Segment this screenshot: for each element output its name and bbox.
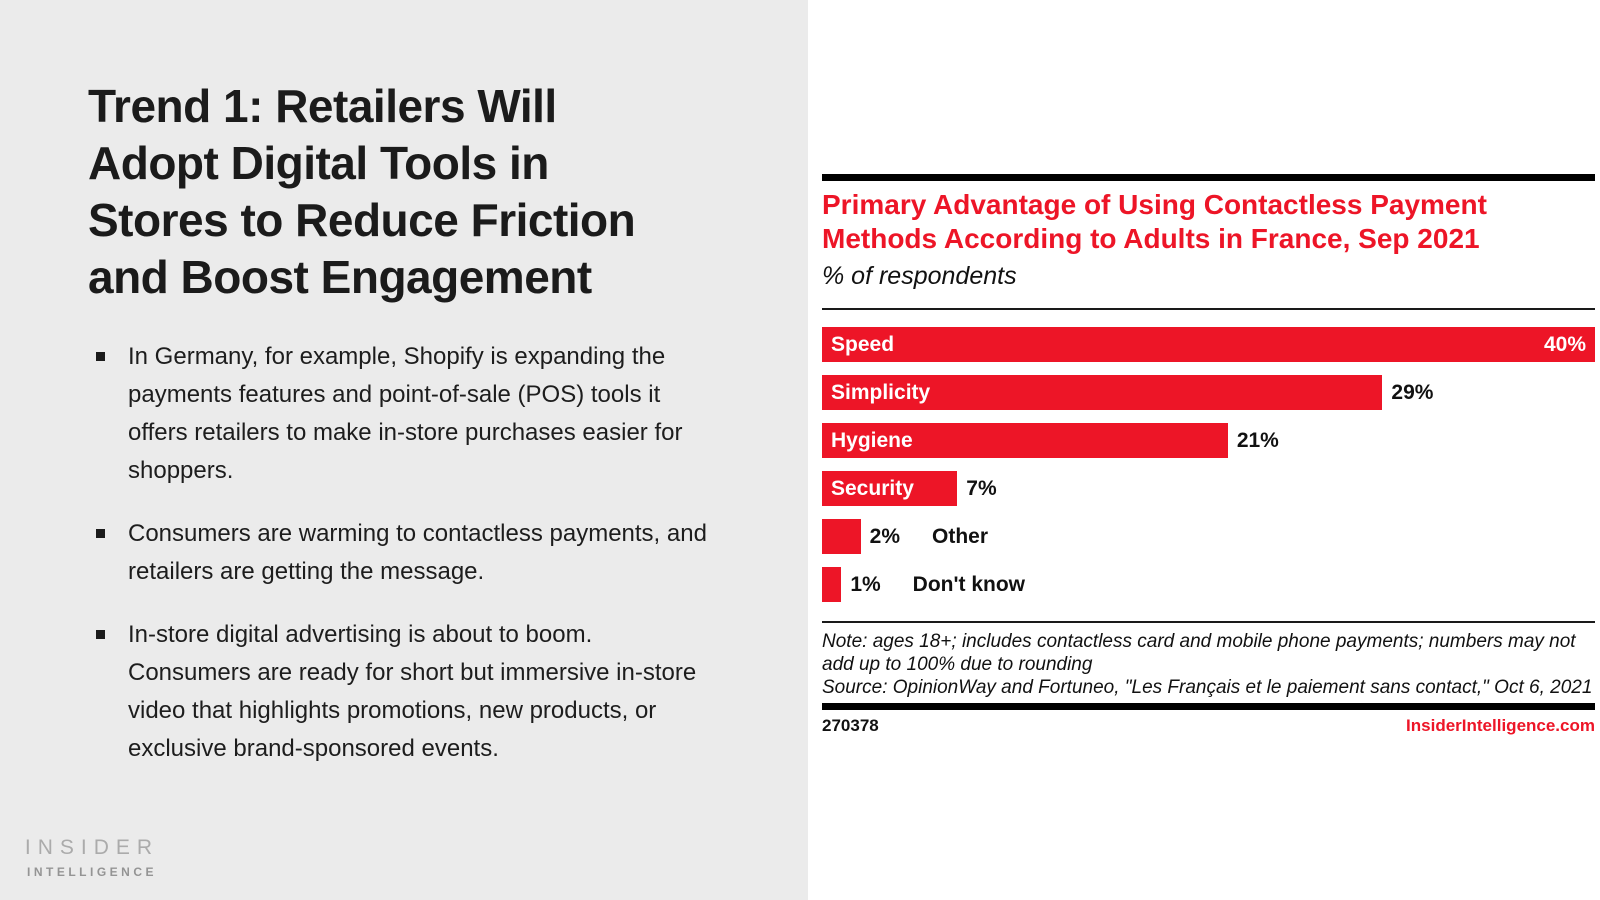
bar-value-label: 40% <box>1543 332 1586 356</box>
bar-don-t-know <box>822 567 842 602</box>
bar-row: Security 7% <box>822 471 1595 506</box>
bar-category-label: Speed <box>831 332 895 356</box>
chart-footer: 270378 InsiderIntelligence.com <box>822 716 1595 736</box>
chart-bottom-rule <box>822 703 1595 710</box>
bar-category-label: Simplicity <box>831 380 931 404</box>
logo-intelligence-text: INTELLIGENCE <box>26 865 157 879</box>
bullet-list: In Germany, for example, Shopify is expa… <box>96 338 716 793</box>
slide-title-line: Adopt Digital Tools in <box>88 137 549 189</box>
chart-title-line: Primary Advantage of Using Contactless P… <box>822 189 1487 220</box>
bar-simplicity: Simplicity <box>822 375 1383 410</box>
bullet-square-icon <box>96 630 105 639</box>
bar-chart: Speed 40% Simplicity 29% Hygiene 21% Security 7… <box>822 327 1595 602</box>
slide-title-line: Stores to Reduce Friction <box>88 194 636 246</box>
bar-value-label: 29% <box>1391 380 1434 404</box>
bar-row: 1% Don't know <box>822 567 1595 602</box>
bar-row: 2% Other <box>822 519 1595 554</box>
chart-title-line: Methods According to Adults in France, S… <box>822 223 1480 254</box>
bar-value-label: 21% <box>1236 428 1279 452</box>
insider-intelligence-link[interactable]: InsiderIntelligence.com <box>1406 716 1595 735</box>
bar-category-label: Don't know <box>912 572 1025 596</box>
bullet-text: Consumers are warming to contactless pay… <box>128 520 707 585</box>
slide-title-line: Trend 1: Retailers Will <box>88 80 557 132</box>
bar-other <box>822 519 861 554</box>
bar-row: Speed 40% <box>822 327 1595 362</box>
slide-title-line: and Boost Engagement <box>88 251 592 303</box>
note-divider-rule <box>822 621 1595 623</box>
bar-value-label: 1% <box>850 572 881 596</box>
bullet-square-icon <box>96 352 105 361</box>
bullet-text: In Germany, for example, Shopify is expa… <box>128 343 683 484</box>
bullet-item: Consumers are warming to contactless pay… <box>96 515 713 591</box>
insider-intelligence-logo: INSIDER INTELLIGENCE <box>22 836 162 879</box>
chart-top-rule <box>822 174 1595 181</box>
bullet-item: In Germany, for example, Shopify is expa… <box>96 338 713 490</box>
subtitle-divider-rule <box>822 308 1595 310</box>
chart-notes: Note: ages 18+; includes contactless car… <box>822 630 1595 699</box>
bar-security: Security <box>822 471 958 506</box>
bullet-item: In-store digital advertising is about to… <box>96 616 713 768</box>
bar-row: Simplicity 29% <box>822 375 1595 410</box>
bar-category-label: Security <box>831 476 914 500</box>
left-panel: Trend 1: Retailers Will Adopt Digital To… <box>0 0 808 900</box>
bar-category-label: Other <box>932 524 989 548</box>
bullet-text: In-store digital advertising is about to… <box>128 621 697 762</box>
chart-source-text: Source: OpinionWay and Fortuneo, "Les Fr… <box>822 677 1593 698</box>
slide-title: Trend 1: Retailers Will Adopt Digital To… <box>88 78 768 306</box>
bar-hygiene: Hygiene <box>822 423 1228 458</box>
chart-column: Primary Advantage of Using Contactless P… <box>822 0 1595 736</box>
chart-note-text: Note: ages 18+; includes contactless car… <box>822 631 1576 675</box>
bullet-square-icon <box>96 529 105 538</box>
chart-subtitle: % of respondents <box>822 262 1017 290</box>
chart-panel: Primary Advantage of Using Contactless P… <box>808 0 1600 900</box>
chart-id: 270378 <box>822 716 879 735</box>
bar-row: Hygiene 21% <box>822 423 1595 458</box>
bar-value-label: 2% <box>869 524 900 548</box>
bar-value-label: 7% <box>966 476 997 500</box>
bar-speed: Speed 40% <box>822 327 1595 362</box>
logo-insider-text: INSIDER <box>24 836 160 859</box>
chart-title: Primary Advantage of Using Contactless P… <box>822 188 1595 256</box>
bar-category-label: Hygiene <box>831 428 913 452</box>
